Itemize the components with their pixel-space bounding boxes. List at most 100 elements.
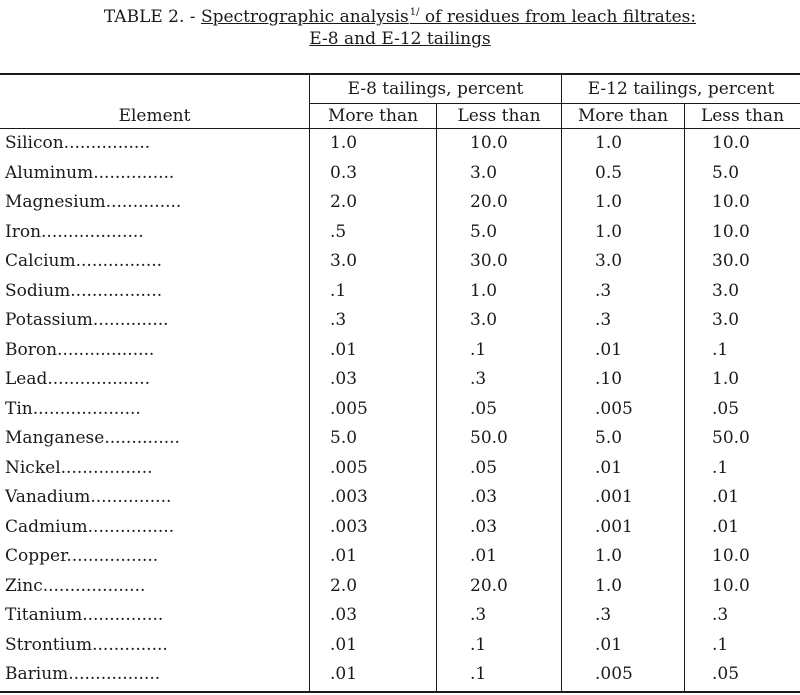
value-e8-less: 20.0	[470, 575, 508, 596]
value-e12-less: .3	[712, 605, 729, 625]
value-e8-more: 1.0	[330, 133, 358, 153]
value-e8-more: .01	[330, 634, 358, 655]
header-bottom-rule	[0, 128, 800, 129]
value-e12-more: 1.0	[595, 133, 623, 153]
value-e8-more: .005	[330, 457, 368, 478]
dot-leader: ...............	[93, 162, 175, 183]
header-element: Element	[118, 106, 191, 126]
value-e12-less: .1	[712, 634, 729, 655]
value-e12-less: 30.0	[712, 251, 750, 271]
dot-leader: ................	[63, 133, 151, 153]
value-e8-more: 2.0	[330, 192, 358, 212]
value-e8-more: .5	[330, 221, 347, 242]
value-e12-less: 10.0	[712, 221, 750, 242]
value-e12-less: 50.0	[712, 428, 750, 448]
dot-leader: .................	[70, 280, 163, 301]
header-e8-more-than: More than	[327, 106, 419, 126]
title-line-1: TABLE 2. - Spectrographic analysis1/ of …	[0, 2, 800, 28]
header-e12-group: E-12 tailings, percent	[587, 79, 775, 99]
value-e8-less: 20.0	[470, 192, 508, 212]
value-e12-more: .005	[595, 664, 633, 684]
value-e8-more: .003	[330, 487, 368, 507]
value-e8-less: 10.0	[470, 133, 508, 153]
dot-leader: .................	[68, 664, 161, 684]
header-e8-less-than: Less than	[457, 106, 541, 126]
value-e8-more: .01	[330, 664, 358, 684]
dot-leader: .................	[60, 457, 153, 478]
element-name: Aluminum...............	[5, 162, 175, 183]
header-e8-group: E-8 tailings, percent	[347, 79, 524, 99]
value-e12-more: .01	[595, 457, 623, 478]
value-e8-less: 30.0	[470, 251, 508, 271]
value-e12-more: 5.0	[595, 428, 623, 448]
value-e12-more: .005	[595, 398, 633, 419]
table-title: TABLE 2. - Spectrographic analysis1/ of …	[0, 2, 800, 50]
value-e8-less: .3	[470, 369, 487, 389]
value-e8-more: .03	[330, 369, 358, 389]
dot-leader: ...................	[42, 575, 146, 596]
element-name: Cadmium................	[5, 516, 175, 537]
value-e12-less: 10.0	[712, 546, 750, 566]
column-divider-e8	[436, 104, 437, 692]
value-e12-less: 10.0	[712, 575, 750, 596]
value-e8-less: .3	[470, 605, 487, 625]
dot-leader: ................	[75, 251, 163, 271]
value-e8-less: .1	[470, 664, 487, 684]
element-name: Sodium.................	[5, 280, 163, 301]
dot-leader: ..............	[92, 634, 168, 655]
dot-leader: ..............	[104, 428, 180, 448]
value-e8-less: .05	[470, 398, 498, 419]
value-e12-more: 1.0	[595, 192, 623, 212]
value-e12-less: .05	[712, 664, 740, 684]
value-e8-less: .05	[470, 457, 498, 478]
element-name: Silicon................	[5, 133, 151, 153]
value-e12-more: .3	[595, 280, 612, 301]
value-e12-less: 5.0	[712, 162, 740, 183]
value-e8-more: 2.0	[330, 575, 358, 596]
value-e12-more: 1.0	[595, 546, 623, 566]
element-name: Nickel.................	[5, 457, 153, 478]
footnote-marker: 1/	[409, 7, 420, 18]
header-e12-less-than: Less than	[700, 106, 785, 126]
title-line-2: E-8 and E-12 tailings	[309, 29, 491, 49]
element-name: Boron..................	[5, 339, 155, 360]
value-e12-more: .10	[595, 369, 623, 389]
value-e8-less: 50.0	[470, 428, 508, 448]
element-name: Magnesium..............	[5, 192, 182, 212]
element-name: Vanadium...............	[5, 487, 172, 507]
value-e8-more: .01	[330, 339, 358, 360]
title-prefix: TABLE 2. -	[103, 7, 201, 27]
value-e12-more: .01	[595, 634, 623, 655]
element-name: Calcium................	[5, 251, 163, 271]
dot-leader: ...............	[90, 487, 172, 507]
dot-leader: ..............	[105, 192, 182, 212]
value-e8-less: 3.0	[470, 310, 498, 330]
value-e12-more: 1.0	[595, 221, 623, 242]
dot-leader: ....................	[32, 398, 141, 419]
value-e8-more: .1	[330, 280, 347, 301]
element-name: Zinc...................	[5, 575, 146, 596]
dot-leader: ...................	[41, 221, 144, 242]
element-name: Potassium..............	[5, 310, 169, 330]
value-e12-less: .1	[712, 457, 729, 478]
value-e12-less: 3.0	[712, 280, 740, 301]
value-e12-more: .001	[595, 516, 633, 537]
value-e8-more: 3.0	[330, 251, 358, 271]
value-e8-more: .005	[330, 398, 368, 419]
value-e8-more: 0.3	[330, 162, 358, 183]
title-underlined-text: Spectrographic analysis1/ of residues fr…	[200, 7, 697, 27]
element-name: Lead...................	[5, 369, 151, 389]
value-e8-less: .01	[470, 546, 498, 566]
value-e12-less: .1	[712, 339, 729, 360]
element-name: Strontium..............	[5, 634, 168, 655]
value-e8-more: 5.0	[330, 428, 358, 448]
value-e12-more: 3.0	[595, 251, 623, 271]
value-e12-less: 10.0	[712, 133, 750, 153]
value-e12-more: 0.5	[595, 162, 623, 183]
group-header-rule	[310, 103, 800, 104]
column-divider-e12	[684, 104, 685, 692]
value-e12-less: .01	[712, 487, 740, 507]
element-name: Barium.................	[5, 664, 161, 684]
dot-leader: ...................	[47, 369, 151, 389]
element-name: Tin....................	[5, 398, 141, 419]
